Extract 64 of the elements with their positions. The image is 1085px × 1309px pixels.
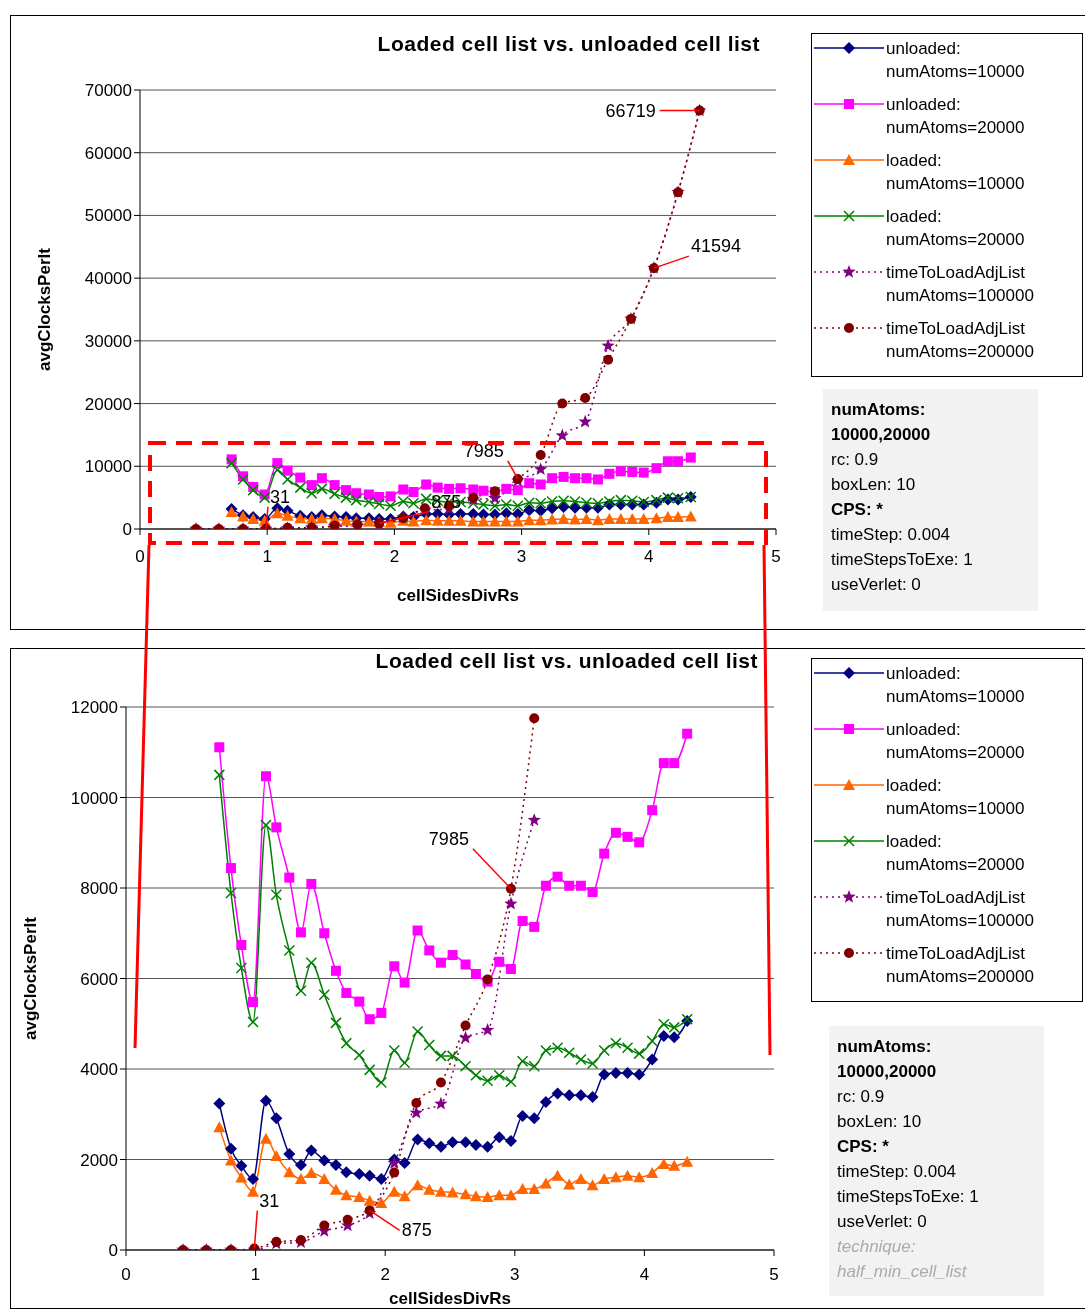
x-axis-title: cellSidesDivRs <box>397 586 519 605</box>
annotation: 66719 <box>605 100 656 121</box>
chart-title: Loaded cell list vs. unloaded cell list <box>375 649 758 673</box>
legend-label: loaded: numAtoms=10000 <box>886 775 1025 820</box>
y-tick-label: 20000 <box>84 394 132 414</box>
legend-label: timeToLoadAdjList numAtoms=100000 <box>886 887 1034 932</box>
text: timeStepsToExe: 1 <box>837 1186 980 1208</box>
text: useVerlet: 0 <box>837 1211 928 1233</box>
y-tick-label: 12000 <box>70 698 118 718</box>
x-tick-label: 1 <box>262 547 272 567</box>
y-tick-label: 60000 <box>84 143 132 163</box>
text: useVerlet: 0 <box>831 574 922 596</box>
legend-label: unloaded: numAtoms=10000 <box>886 663 1025 708</box>
text: rc: 0.9 <box>837 1086 886 1108</box>
text: timeStep: 0.004 <box>837 1161 958 1183</box>
y-tick-label: 10000 <box>70 788 118 808</box>
annotation: 7985 <box>428 828 469 849</box>
x-tick-label: 5 <box>769 1265 779 1285</box>
x-axis-title: cellSidesDivRs <box>389 1289 511 1308</box>
text: boxLen: 10 <box>831 474 917 496</box>
x-tick-label: 1 <box>250 1265 261 1285</box>
annotation: 31 <box>269 486 290 507</box>
legend-label: loaded: numAtoms=20000 <box>886 206 1025 251</box>
text: timeStep: 0.004 <box>831 524 952 546</box>
x-tick-label: 4 <box>639 1265 650 1285</box>
legend-label: timeToLoadAdjList numAtoms=200000 <box>886 318 1034 363</box>
y-tick-label: 70000 <box>84 81 132 101</box>
x-tick-label: 4 <box>644 547 654 567</box>
text: CPS: * <box>831 499 884 521</box>
legend-label: loaded: numAtoms=20000 <box>886 831 1025 876</box>
y-tick-label: 40000 <box>84 269 132 289</box>
y-axis-title: avgClocksPerIt <box>21 916 40 1040</box>
legend-label: unloaded: numAtoms=20000 <box>886 719 1025 764</box>
text: timeStepsToExe: 1 <box>831 549 974 571</box>
legend-label: timeToLoadAdjList numAtoms=100000 <box>886 262 1034 307</box>
x-tick-label: 2 <box>389 547 400 567</box>
x-tick-label: 0 <box>135 547 145 567</box>
annotation: 31 <box>259 1190 280 1211</box>
x-tick-label: 3 <box>516 547 527 567</box>
y-tick-label: 10000 <box>84 457 132 477</box>
text: technique: half_min_cell_list <box>837 1236 968 1283</box>
legend-label: unloaded: numAtoms=20000 <box>886 94 1025 139</box>
legend-label: loaded: numAtoms=10000 <box>886 150 1025 195</box>
legend-label: unloaded: numAtoms=10000 <box>886 38 1025 83</box>
chart-title: Loaded cell list vs. unloaded cell list <box>377 32 760 56</box>
y-tick-label: 0 <box>122 520 132 540</box>
y-tick-label: 2000 <box>80 1150 118 1170</box>
y-tick-label: 4000 <box>80 1060 118 1080</box>
annotation: 875 <box>431 491 462 512</box>
y-tick-label: 8000 <box>80 879 118 899</box>
text: rc: 0.9 <box>831 449 880 471</box>
text: CPS: * <box>837 1136 890 1158</box>
y-axis-title: avgClocksPerIt <box>35 247 54 371</box>
y-tick-label: 30000 <box>84 331 132 351</box>
legend-label: timeToLoadAdjList numAtoms=200000 <box>886 943 1034 988</box>
y-tick-label: 6000 <box>80 969 118 989</box>
annotation: 41594 <box>690 236 741 257</box>
y-tick-label: 0 <box>108 1241 118 1261</box>
annotation: 875 <box>401 1220 432 1241</box>
text: boxLen: 10 <box>837 1111 923 1133</box>
y-tick-label: 50000 <box>84 206 132 226</box>
x-tick-label: 2 <box>380 1265 390 1285</box>
x-tick-label: 5 <box>771 547 781 567</box>
x-tick-label: 3 <box>510 1265 520 1285</box>
